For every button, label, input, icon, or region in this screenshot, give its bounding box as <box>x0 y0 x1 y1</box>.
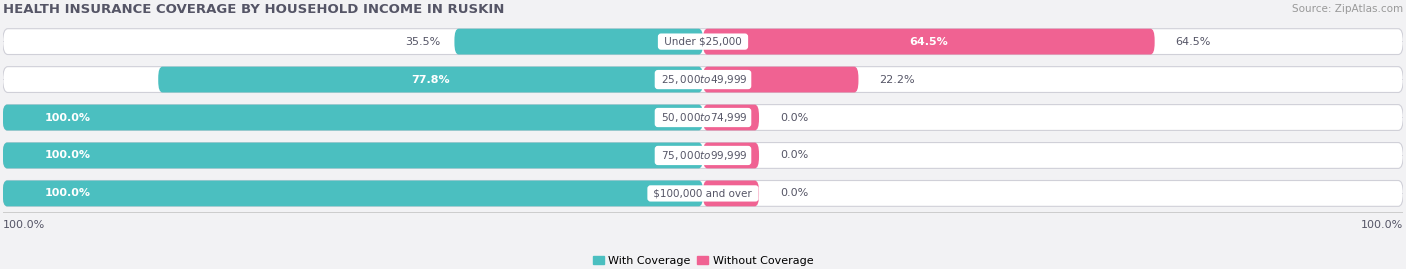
Text: Under $25,000: Under $25,000 <box>661 37 745 47</box>
Text: $25,000 to $49,999: $25,000 to $49,999 <box>658 73 748 86</box>
Text: 0.0%: 0.0% <box>780 112 808 122</box>
Text: 77.8%: 77.8% <box>412 75 450 84</box>
FancyBboxPatch shape <box>703 105 759 130</box>
Text: Source: ZipAtlas.com: Source: ZipAtlas.com <box>1292 4 1403 14</box>
Text: $50,000 to $74,999: $50,000 to $74,999 <box>658 111 748 124</box>
FancyBboxPatch shape <box>159 67 703 93</box>
FancyBboxPatch shape <box>3 105 703 130</box>
FancyBboxPatch shape <box>703 180 759 206</box>
FancyBboxPatch shape <box>3 143 1403 168</box>
FancyBboxPatch shape <box>703 143 759 168</box>
Legend: With Coverage, Without Coverage: With Coverage, Without Coverage <box>592 256 814 266</box>
Text: $75,000 to $99,999: $75,000 to $99,999 <box>658 149 748 162</box>
Text: 64.5%: 64.5% <box>910 37 948 47</box>
Text: 64.5%: 64.5% <box>1175 37 1211 47</box>
FancyBboxPatch shape <box>703 67 859 93</box>
Text: 35.5%: 35.5% <box>405 37 440 47</box>
FancyBboxPatch shape <box>454 29 703 55</box>
FancyBboxPatch shape <box>3 143 703 168</box>
Text: 22.2%: 22.2% <box>880 75 915 84</box>
Text: 100.0%: 100.0% <box>45 112 91 122</box>
Text: 100.0%: 100.0% <box>45 188 91 199</box>
FancyBboxPatch shape <box>3 67 1403 93</box>
FancyBboxPatch shape <box>3 180 703 206</box>
Text: $100,000 and over: $100,000 and over <box>651 188 755 199</box>
Text: 100.0%: 100.0% <box>45 150 91 161</box>
FancyBboxPatch shape <box>3 29 1403 55</box>
FancyBboxPatch shape <box>3 105 1403 130</box>
Text: 100.0%: 100.0% <box>1361 220 1403 230</box>
Text: 100.0%: 100.0% <box>3 220 45 230</box>
FancyBboxPatch shape <box>703 29 1154 55</box>
FancyBboxPatch shape <box>3 180 1403 206</box>
Text: HEALTH INSURANCE COVERAGE BY HOUSEHOLD INCOME IN RUSKIN: HEALTH INSURANCE COVERAGE BY HOUSEHOLD I… <box>3 3 505 16</box>
Text: 0.0%: 0.0% <box>780 188 808 199</box>
Text: 0.0%: 0.0% <box>780 150 808 161</box>
